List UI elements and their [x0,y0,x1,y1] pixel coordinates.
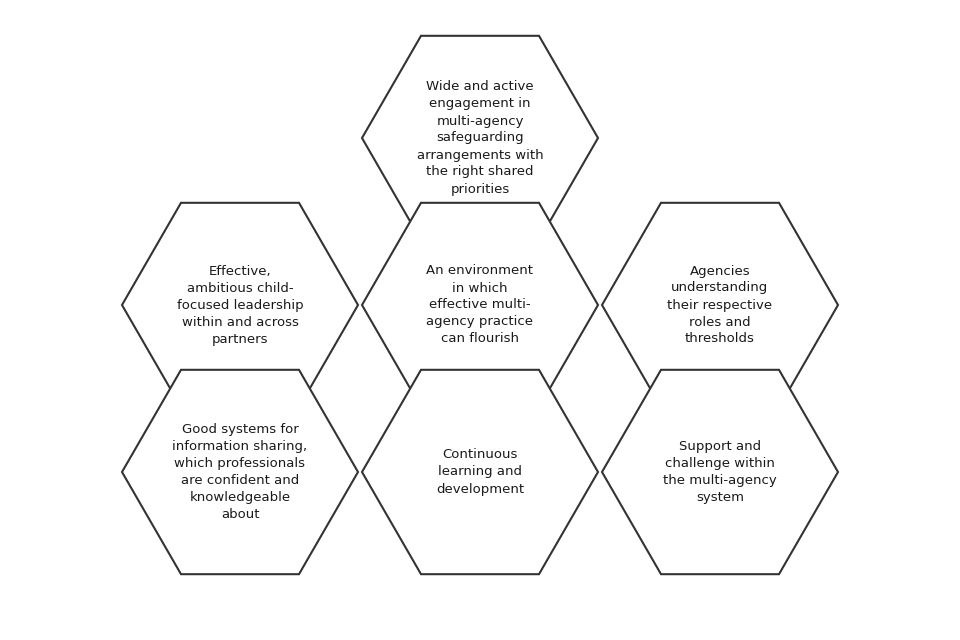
Polygon shape [602,370,838,574]
Polygon shape [362,370,598,574]
Polygon shape [362,36,598,240]
Polygon shape [122,203,358,407]
Text: Agencies
understanding
their respective
roles and
thresholds: Agencies understanding their respective … [667,264,773,346]
Text: Wide and active
engagement in
multi-agency
safeguarding
arrangements with
the ri: Wide and active engagement in multi-agen… [417,81,543,195]
Text: Continuous
learning and
development: Continuous learning and development [436,449,524,495]
Text: Good systems for
information sharing,
which professionals
are confident and
know: Good systems for information sharing, wh… [173,423,307,521]
Polygon shape [602,203,838,407]
Text: An environment
in which
effective multi-
agency practice
can flourish: An environment in which effective multi-… [426,264,534,346]
Text: Effective,
ambitious child-
focused leadership
within and across
partners: Effective, ambitious child- focused lead… [177,264,303,346]
Polygon shape [122,370,358,574]
Text: Support and
challenge within
the multi-agency
system: Support and challenge within the multi-a… [663,440,777,504]
Polygon shape [362,203,598,407]
